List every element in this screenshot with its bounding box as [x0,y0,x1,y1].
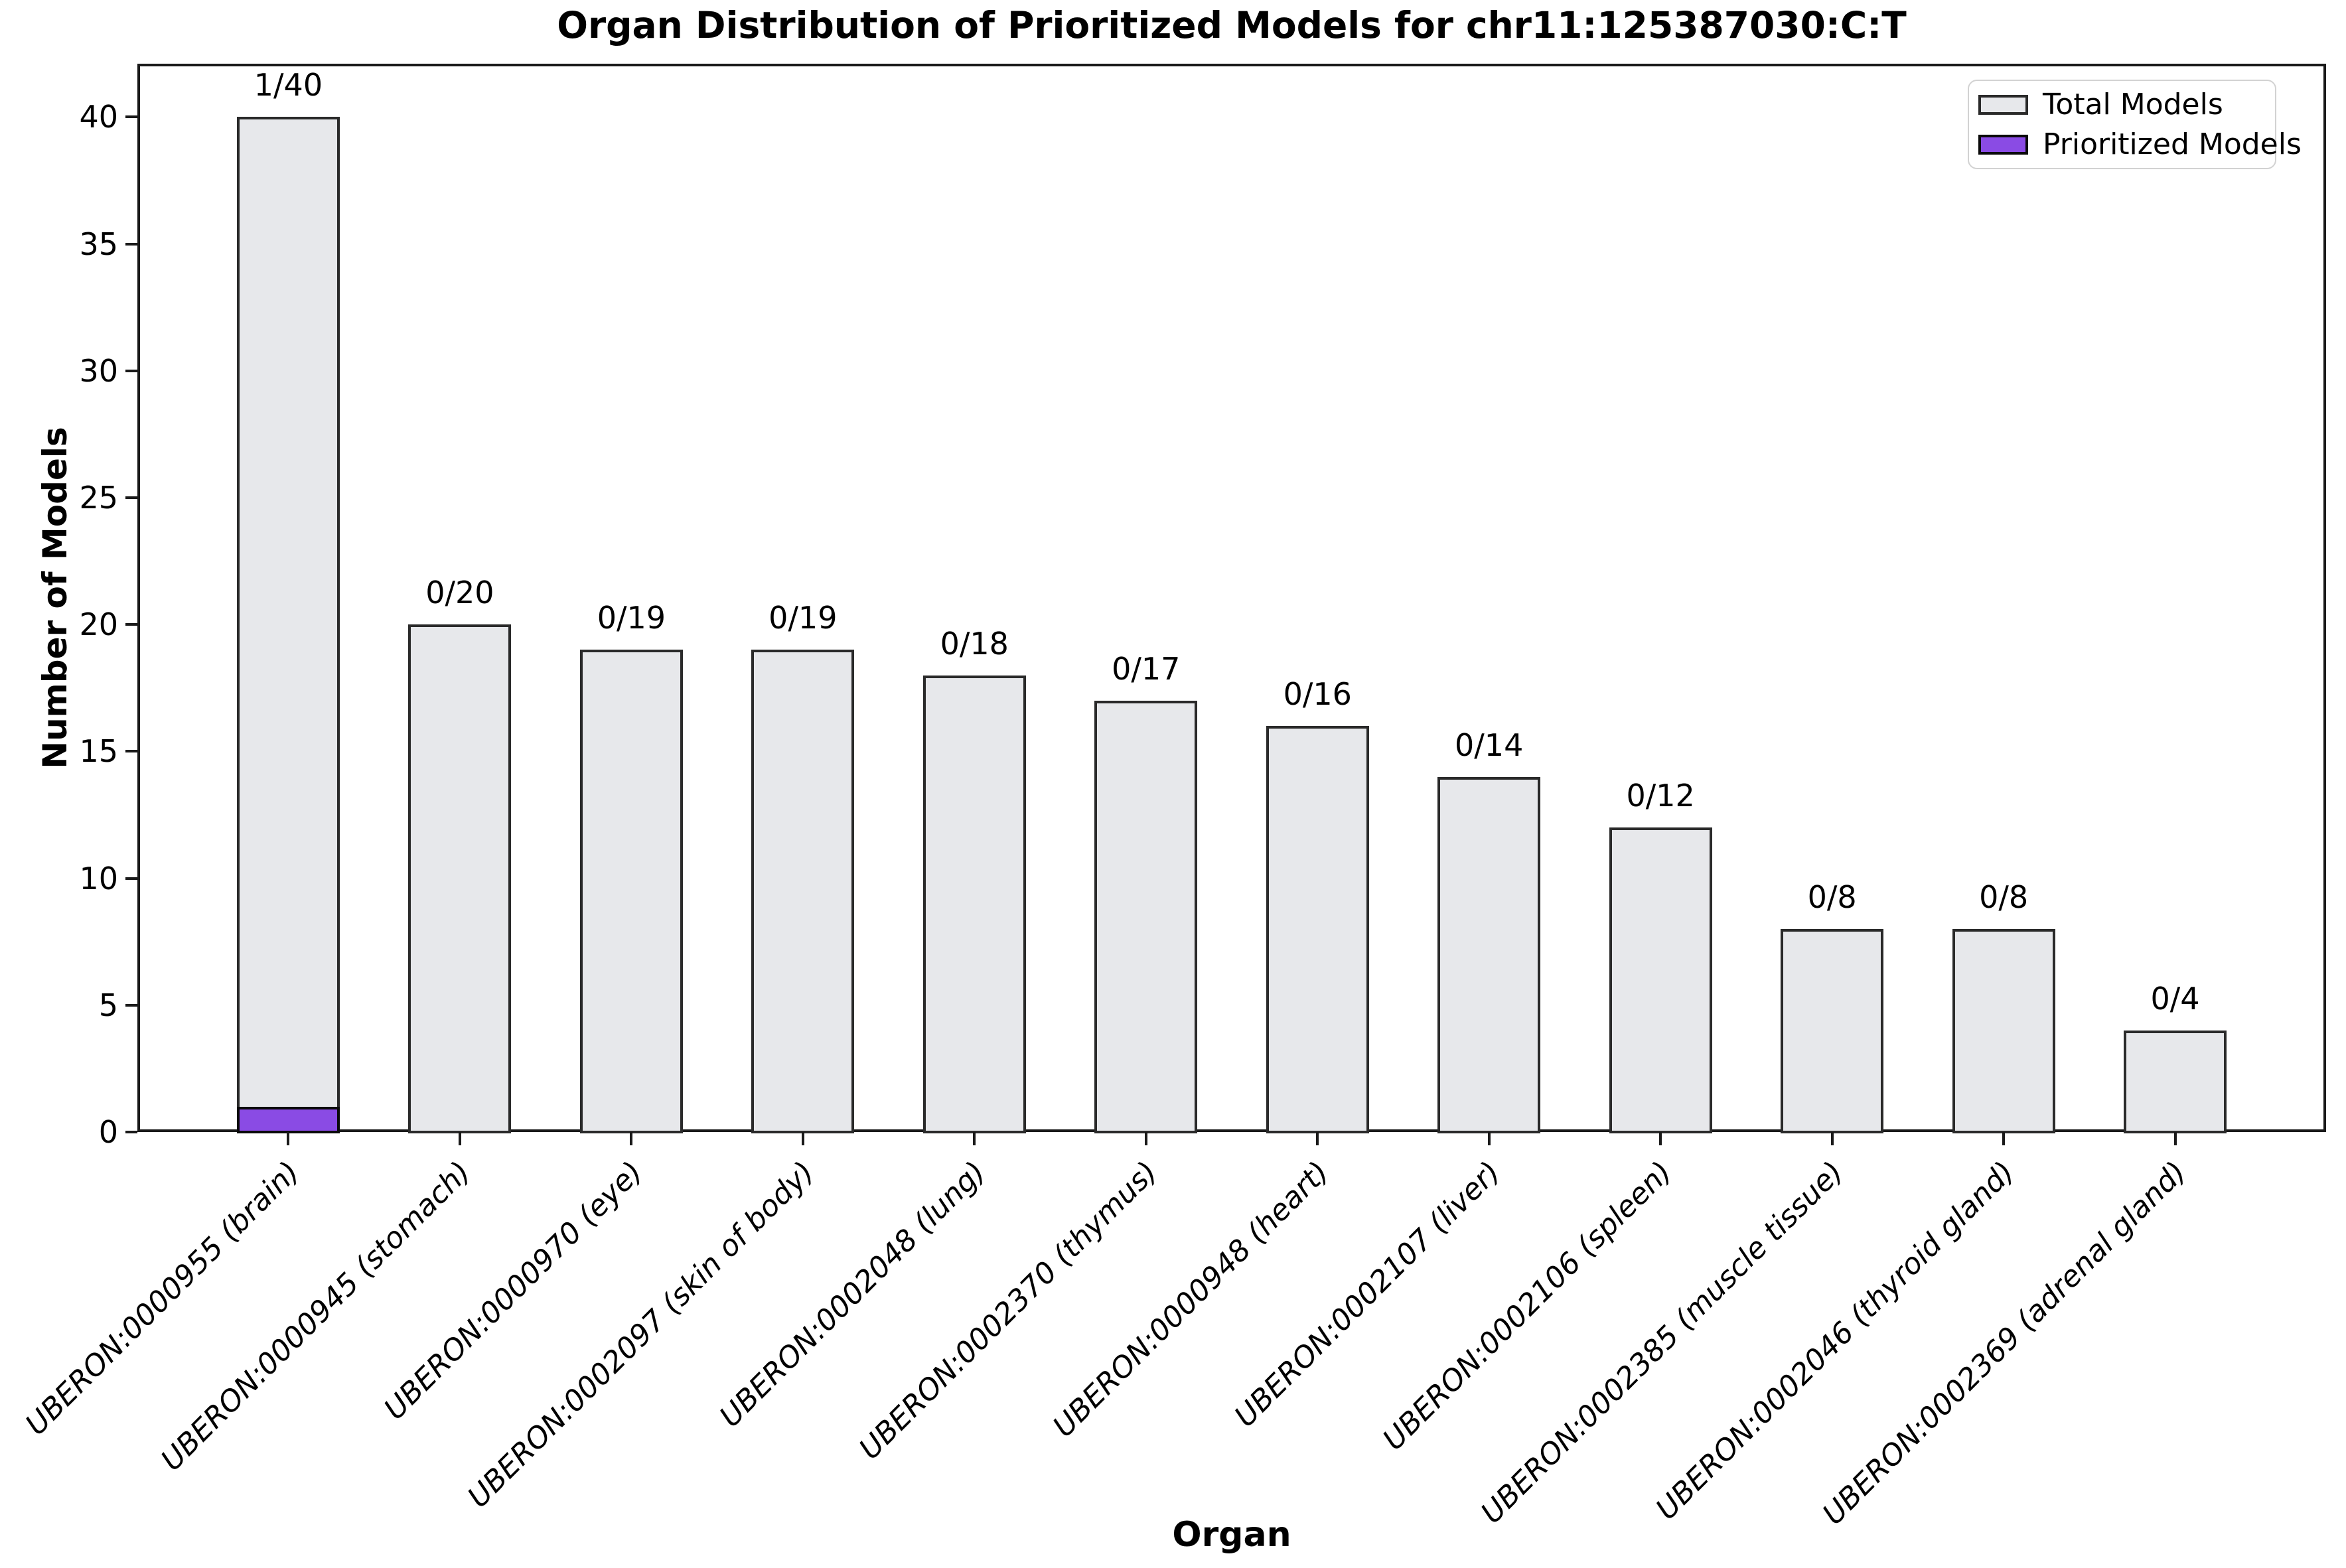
y-tick-10 [125,877,137,880]
x-tick [458,1132,461,1145]
bar-annotation: 0/4 [2150,981,2200,1017]
y-tick-25 [125,496,137,499]
total-models-bar [580,650,683,1133]
prioritized-models-swatch [1978,134,2028,155]
x-tick-label-text: UBERON:0000945 (stomach) [155,1155,478,1478]
y-tick-label-5: 5 [98,987,118,1023]
x-tick-label-text: UBERON:0000948 (heart) [1046,1155,1335,1444]
x-tick-label-text: UBERON:0002369 (adrenal gland) [1816,1155,2193,1532]
bar-annotation: 1/40 [254,67,323,104]
bar-annotation: 0/16 [1283,676,1352,713]
bar-annotation: 0/14 [1455,727,1524,763]
total-models-bar [237,117,340,1133]
x-tick-label-text: UBERON:0002370 (thymus) [852,1155,1164,1466]
total-models-bar [923,675,1026,1133]
x-tick [1659,1132,1662,1145]
x-tick [1144,1132,1147,1145]
chart-title: Organ Distribution of Prioritized Models… [557,4,1907,46]
x-tick-label-text: UBERON:0002097 (skin of body) [461,1155,821,1515]
x-axis-label: Organ [1172,1515,1291,1555]
total-models-swatch [1978,94,2028,115]
bar-annotation: 0/8 [1807,879,1857,916]
x-tick [973,1132,976,1145]
x-tick-label-text: UBERON:0002106 (spleen) [1376,1155,1678,1457]
y-tick-35 [125,242,137,246]
bar-annotation: 0/12 [1626,778,1695,814]
legend-item-total: Total Models [1978,90,2275,119]
bar-annotation: 0/20 [425,575,494,611]
total-models-bar [408,624,511,1133]
y-tick-label-35: 35 [79,226,118,262]
x-tick [2002,1132,2006,1145]
x-tick [1316,1132,1319,1145]
y-tick-label-30: 30 [79,352,118,389]
bar-annotation: 0/19 [597,600,666,636]
bar-annotation: 0/19 [769,600,838,636]
y-tick-label-10: 10 [79,860,118,896]
x-tick [1487,1132,1491,1145]
y-tick-0 [125,1131,137,1133]
x-tick [1830,1132,1834,1145]
x-tick-label-text: UBERON:0002385 (muscle tissue) [1474,1155,1850,1531]
y-tick-label-40: 40 [79,99,118,135]
y-tick-label-20: 20 [79,606,118,643]
total-models-bar [1781,929,1883,1133]
y-tick-15 [125,750,137,753]
bar-annotation: 0/8 [1979,879,2029,916]
x-tick [287,1132,290,1145]
legend-label-prioritized: Prioritized Models [2043,127,2302,161]
total-models-bar [1266,726,1369,1133]
legend-label-total: Total Models [2043,87,2223,121]
x-tick [801,1132,804,1145]
y-tick-20 [125,623,137,626]
bar-annotation: 0/18 [940,625,1009,662]
total-models-bar [1952,929,2055,1133]
y-tick-label-0: 0 [98,1114,118,1150]
y-tick-label-15: 15 [79,733,118,770]
total-models-bar [751,650,854,1133]
total-models-bar [1437,776,1540,1133]
y-tick-5 [125,1003,137,1007]
y-tick-40 [125,115,137,119]
x-tick-label-text: UBERON:0000955 (brain) [19,1155,307,1442]
x-tick-label-text: UBERON:0002046 (thyroid gland) [1649,1155,2021,1527]
legend-item-prioritized: Prioritized Models [1978,129,2302,159]
total-models-bar [2124,1031,2227,1133]
y-tick-label-25: 25 [79,479,118,516]
y-axis-label: Number of Models [36,427,74,769]
legend: Total Models Prioritized Models [1968,80,2302,169]
y-tick-30 [125,369,137,372]
x-tick [630,1132,633,1145]
total-models-bar [1609,827,1712,1133]
bar-annotation: 0/17 [1112,650,1181,687]
prioritized-models-bar [237,1106,340,1133]
x-tick [2173,1132,2177,1145]
total-models-bar [1094,700,1197,1133]
